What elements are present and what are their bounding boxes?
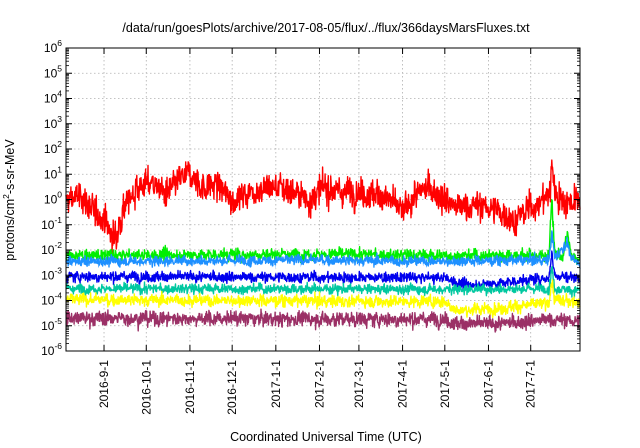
chart-title: /data/run/goesPlots/archive/2017-08-05/f… [122, 21, 530, 35]
x-tick-label: 2017-7-1 [524, 360, 538, 408]
x-tick-label: 2016-10-1 [139, 360, 153, 415]
x-tick-label: 2017-3-1 [352, 360, 366, 408]
y-tick-label: 10-4 [41, 291, 62, 308]
y-axis-label: protons/cm2-s-sr-MeV [1, 139, 17, 261]
y-tick-label: 103 [44, 114, 62, 131]
x-tick-label: 2016-9-1 [97, 360, 111, 408]
x-tick-label: 2017-4-1 [396, 360, 410, 408]
y-tick-label: 104 [44, 89, 62, 106]
series-line-6 [65, 266, 581, 298]
y-tick-label: 105 [44, 63, 62, 80]
x-tick-label: 2017-6-1 [481, 360, 495, 408]
x-tick-label: 2016-11-1 [183, 360, 197, 414]
y-tick-label: 10-3 [41, 265, 62, 282]
y-tick-label: 10-2 [41, 240, 62, 257]
x-tick-labels: 2016-9-1 2016-10-1 2016-11-1 2016-12-1 2017-… [97, 360, 538, 415]
x-tick-label: 2017-1-1 [269, 360, 283, 408]
axis-ticks [66, 47, 580, 352]
y-tick-label: 10-6 [41, 341, 62, 358]
y-tick-label: 101 [44, 164, 62, 181]
y-tick-label: 102 [44, 139, 62, 156]
x-tick-label: 2017-5-1 [438, 360, 452, 408]
series-line-5 [65, 250, 581, 291]
x-tick-label: 2016-12-1 [225, 360, 239, 415]
y-tick-label: 10-1 [41, 215, 62, 232]
series-layer [65, 159, 581, 333]
y-tick-label: 106 [44, 38, 62, 55]
series-line-7 [65, 279, 581, 319]
x-tick-label: 2017-2-1 [312, 360, 326, 408]
series-line-1 [65, 159, 581, 254]
y-tick-label: 10-5 [41, 316, 62, 333]
y-tick-labels: 10-6 10-5 10-4 10-3 10-2 10-1 100 101 102 103 104 1… [41, 38, 62, 358]
series-line-8 [65, 308, 581, 333]
y-tick-label: 100 [44, 190, 62, 207]
series-line-4 [65, 247, 581, 278]
x-axis-label: Coordinated Universal Time (UTC) [230, 430, 422, 444]
